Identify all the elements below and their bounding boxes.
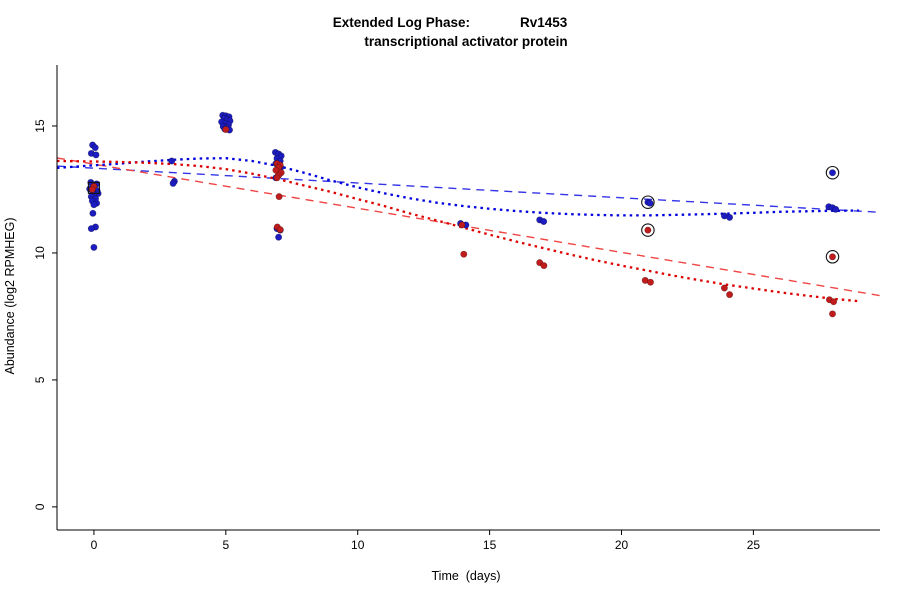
data-point <box>222 126 230 134</box>
x-tick-label: 0 <box>91 538 98 552</box>
data-point <box>458 221 466 229</box>
data-point <box>90 243 98 251</box>
data-point <box>89 209 97 217</box>
y-tick-label: 0 <box>33 503 47 510</box>
red-series-points <box>88 126 838 318</box>
data-point <box>92 151 100 159</box>
blue-loess-fit <box>56 157 859 217</box>
x-tick-label: 10 <box>351 538 365 552</box>
data-point <box>644 226 652 234</box>
data-point <box>87 225 95 233</box>
y-tick-label: 5 <box>33 376 47 383</box>
data-point <box>275 233 283 241</box>
plot-area: 0 5 10 15 20 25 0 5 10 15 <box>33 65 881 552</box>
data-point <box>273 174 281 182</box>
outlier-circle-marker <box>641 223 655 237</box>
outlier-circle-marker <box>825 250 840 264</box>
data-point <box>90 201 98 209</box>
x-tick-label: 20 <box>615 538 629 552</box>
x-tick-label: 15 <box>483 538 497 552</box>
y-axis-label: Abundance (log2 RPMHEG) <box>3 217 17 374</box>
y-tick-label: 10 <box>33 246 47 260</box>
data-point <box>720 284 728 292</box>
data-point <box>168 157 176 165</box>
data-point <box>828 169 836 177</box>
outlier-circle-marker <box>825 165 840 180</box>
data-point <box>832 205 840 213</box>
x-tick-label: 25 <box>747 538 761 552</box>
outlier-markers <box>87 165 840 264</box>
data-point <box>91 144 99 152</box>
axes <box>52 65 880 535</box>
data-point <box>540 262 548 270</box>
data-point <box>88 186 96 194</box>
data-point <box>460 250 468 258</box>
data-point <box>646 199 654 207</box>
outlier-circle-marker <box>641 195 655 209</box>
data-point <box>828 310 836 318</box>
x-tick-label: 5 <box>222 538 229 552</box>
data-point <box>275 193 283 201</box>
data-point <box>272 166 280 174</box>
chart-title-right: Rv1453 <box>520 15 568 30</box>
outlier-square-marker <box>87 181 100 194</box>
chart-subtitle: transcriptional activator protein <box>364 34 567 49</box>
data-point <box>540 218 548 226</box>
data-point <box>830 298 838 306</box>
x-axis-label: Time (days) <box>432 569 501 583</box>
data-point <box>726 213 734 221</box>
y-tick-label: 15 <box>33 119 47 133</box>
data-point <box>169 179 177 187</box>
red-loess-fit <box>56 159 860 303</box>
chart-title-left: Extended Log Phase: <box>333 15 470 30</box>
data-point <box>646 278 654 286</box>
data-point <box>276 226 284 234</box>
data-point <box>828 253 836 261</box>
blue-linear-fit <box>56 165 881 213</box>
data-point <box>726 291 734 299</box>
